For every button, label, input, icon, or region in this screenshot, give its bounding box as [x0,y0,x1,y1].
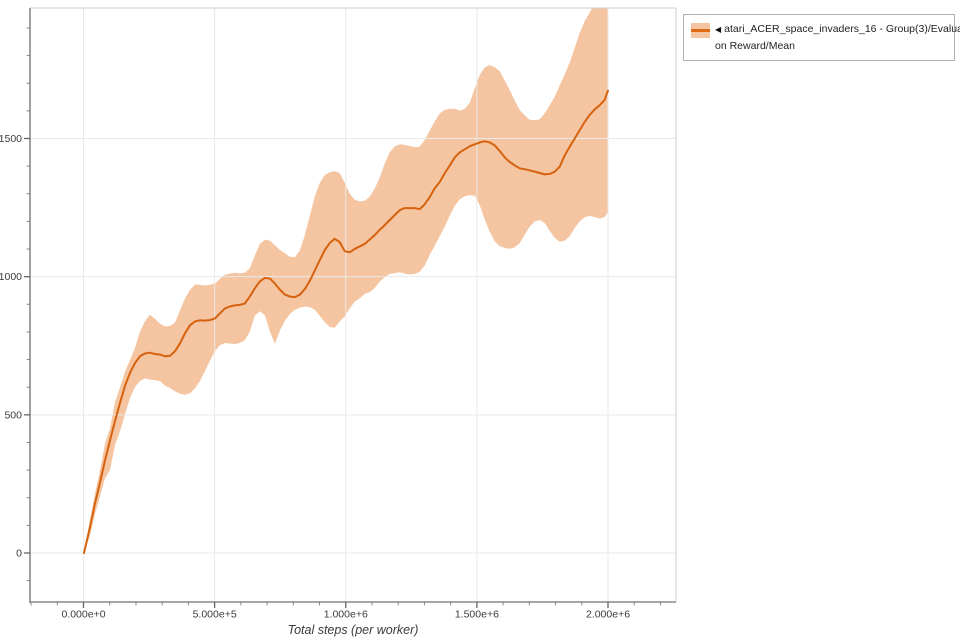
mean-line [83,89,609,554]
x-tick-label: 1.000e+6 [324,609,368,621]
legend-label-line1: ◀ atari_ACER_space_invaders_16 - Group(3)… [715,21,960,38]
legend-swatch-icon [691,23,710,38]
legend: ◀ atari_ACER_space_invaders_16 - Group(3)… [683,14,960,61]
x-tick-label: 5.000e+5 [193,609,237,621]
legend-label: ◀ atari_ACER_space_invaders_16 - Group(3)… [715,21,960,55]
collapse-triangle-icon[interactable]: ◀ [715,25,722,34]
x-tick-label: 1.500e+6 [455,609,499,621]
x-tick-label: 0.000e+0 [61,609,105,621]
x-axis-title: Total steps (per worker) [288,623,419,637]
legend-item[interactable]: ◀ atari_ACER_space_invaders_16 - Group(3)… [691,21,960,55]
y-tick-label: 1500 [0,133,22,145]
legend-label-line2: on Reward/Mean [715,40,795,52]
legend-swatch-line [691,29,710,32]
x-tick-label: 2.000e+6 [586,609,630,621]
y-tick-label: 1000 [0,271,22,283]
y-tick-label: 500 [4,409,22,421]
legend-label-line1-text: atari_ACER_space_invaders_16 - Group(3)/… [724,23,960,35]
y-tick-label: 0 [16,548,22,560]
